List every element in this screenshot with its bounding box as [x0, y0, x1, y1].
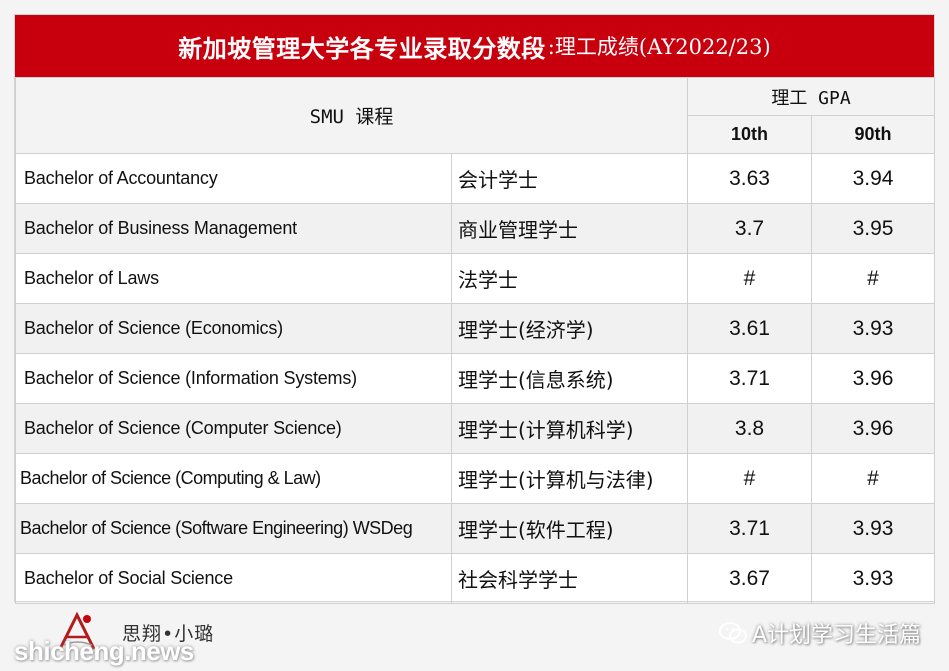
table-row: Bachelor of Science (Computing & Law) 理学…	[15, 453, 936, 504]
header-90th: 90th	[811, 115, 936, 154]
course-name-cn: 理学士(计算机与法律)	[450, 453, 689, 504]
course-name-cn: 法学士	[450, 253, 689, 304]
table-row: Bachelor of Science (Information Systems…	[15, 353, 936, 404]
course-name-en: Bachelor of Science (Software Engineerin…	[15, 503, 452, 554]
course-name-cn: 商业管理学士	[450, 203, 689, 254]
course-name-en: Bachelor of Business Management	[15, 203, 452, 254]
gpa-10th: #	[687, 253, 813, 304]
course-name-en: Bachelor of Science (Economics)	[15, 303, 452, 354]
gpa-10th: 3.67	[687, 553, 813, 604]
table-row: Bachelor of Accountancy 会计学士 3.63 3.94	[15, 153, 936, 204]
gpa-10th: 3.71	[687, 503, 813, 554]
course-name-cn: 理学士(软件工程)	[450, 503, 689, 554]
gpa-90th: 3.96	[811, 353, 936, 404]
header-course: SMU 课程	[14, 77, 689, 154]
gpa-10th: 3.71	[687, 353, 813, 404]
table-card: 新加坡管理大学各专业录取分数段 :理工成绩(AY2022/23) SMU 课程 …	[14, 14, 936, 604]
course-name-cn: 理学士(信息系统)	[450, 353, 689, 404]
site-watermark: shicheng.news	[14, 636, 194, 666]
brand-name: 思翔•小璐	[122, 623, 215, 645]
course-name-cn: 理学士(经济学)	[450, 303, 689, 354]
gpa-90th: #	[811, 453, 936, 504]
gpa-90th: 3.94	[811, 153, 936, 204]
admission-table: SMU 课程 理工 GPA 10th 90th Bachelor of Acco…	[14, 77, 936, 604]
gpa-10th: #	[687, 453, 813, 504]
table-row: Bachelor of Business Management 商业管理学士 3…	[15, 203, 936, 254]
gpa-90th: 3.96	[811, 403, 936, 454]
course-name-en: Bachelor of Social Science	[15, 553, 452, 604]
table-row: Bachelor of Science (Economics) 理学士(经济学)…	[15, 303, 936, 354]
header-10th: 10th	[687, 115, 813, 154]
wechat-account-name: A计划学习生活篇	[751, 623, 921, 648]
gpa-90th: 3.95	[811, 203, 936, 254]
course-name-cn: 理学士(计算机科学)	[450, 403, 689, 454]
table-row: Bachelor of Science (Computer Science) 理…	[15, 403, 936, 454]
logo-a-icon	[58, 611, 96, 650]
course-name-en: Bachelor of Science (Computer Science)	[15, 403, 452, 454]
gpa-10th: 3.63	[687, 153, 813, 204]
course-name-en: Bachelor of Science (Computing & Law)	[15, 453, 452, 504]
header-gpa: 理工 GPA	[687, 77, 936, 116]
course-name-en: Bachelor of Science (Information Systems…	[15, 353, 452, 404]
table-row: Bachelor of Science (Software Engineerin…	[15, 503, 936, 554]
gpa-90th: 3.93	[811, 553, 936, 604]
course-name-en: Bachelor of Laws	[15, 253, 452, 304]
table-row: Bachelor of Laws 法学士 # #	[15, 253, 936, 304]
title-bar: 新加坡管理大学各专业录取分数段 :理工成绩(AY2022/23)	[15, 15, 934, 77]
gpa-90th: 3.93	[811, 503, 936, 554]
gpa-90th: 3.93	[811, 303, 936, 354]
wechat-icon	[718, 622, 747, 644]
gpa-10th: 3.61	[687, 303, 813, 354]
gpa-10th: 3.8	[687, 403, 813, 454]
course-name-en: Bachelor of Accountancy	[15, 153, 452, 204]
wechat-account: A计划学习生活篇	[718, 617, 921, 649]
course-name-cn: 社会科学学士	[450, 553, 689, 604]
course-name-cn: 会计学士	[450, 153, 689, 204]
gpa-90th: #	[811, 253, 936, 304]
page-title: 新加坡管理大学各专业录取分数段	[178, 34, 546, 63]
page-subtitle: :理工成绩(AY2022/23)	[547, 35, 771, 59]
footer: 思翔•小璐 shicheng.news A计划学习生活篇	[14, 603, 935, 671]
gpa-10th: 3.7	[687, 203, 813, 254]
table-row: Bachelor of Social Science 社会科学学士 3.67 3…	[15, 553, 936, 604]
